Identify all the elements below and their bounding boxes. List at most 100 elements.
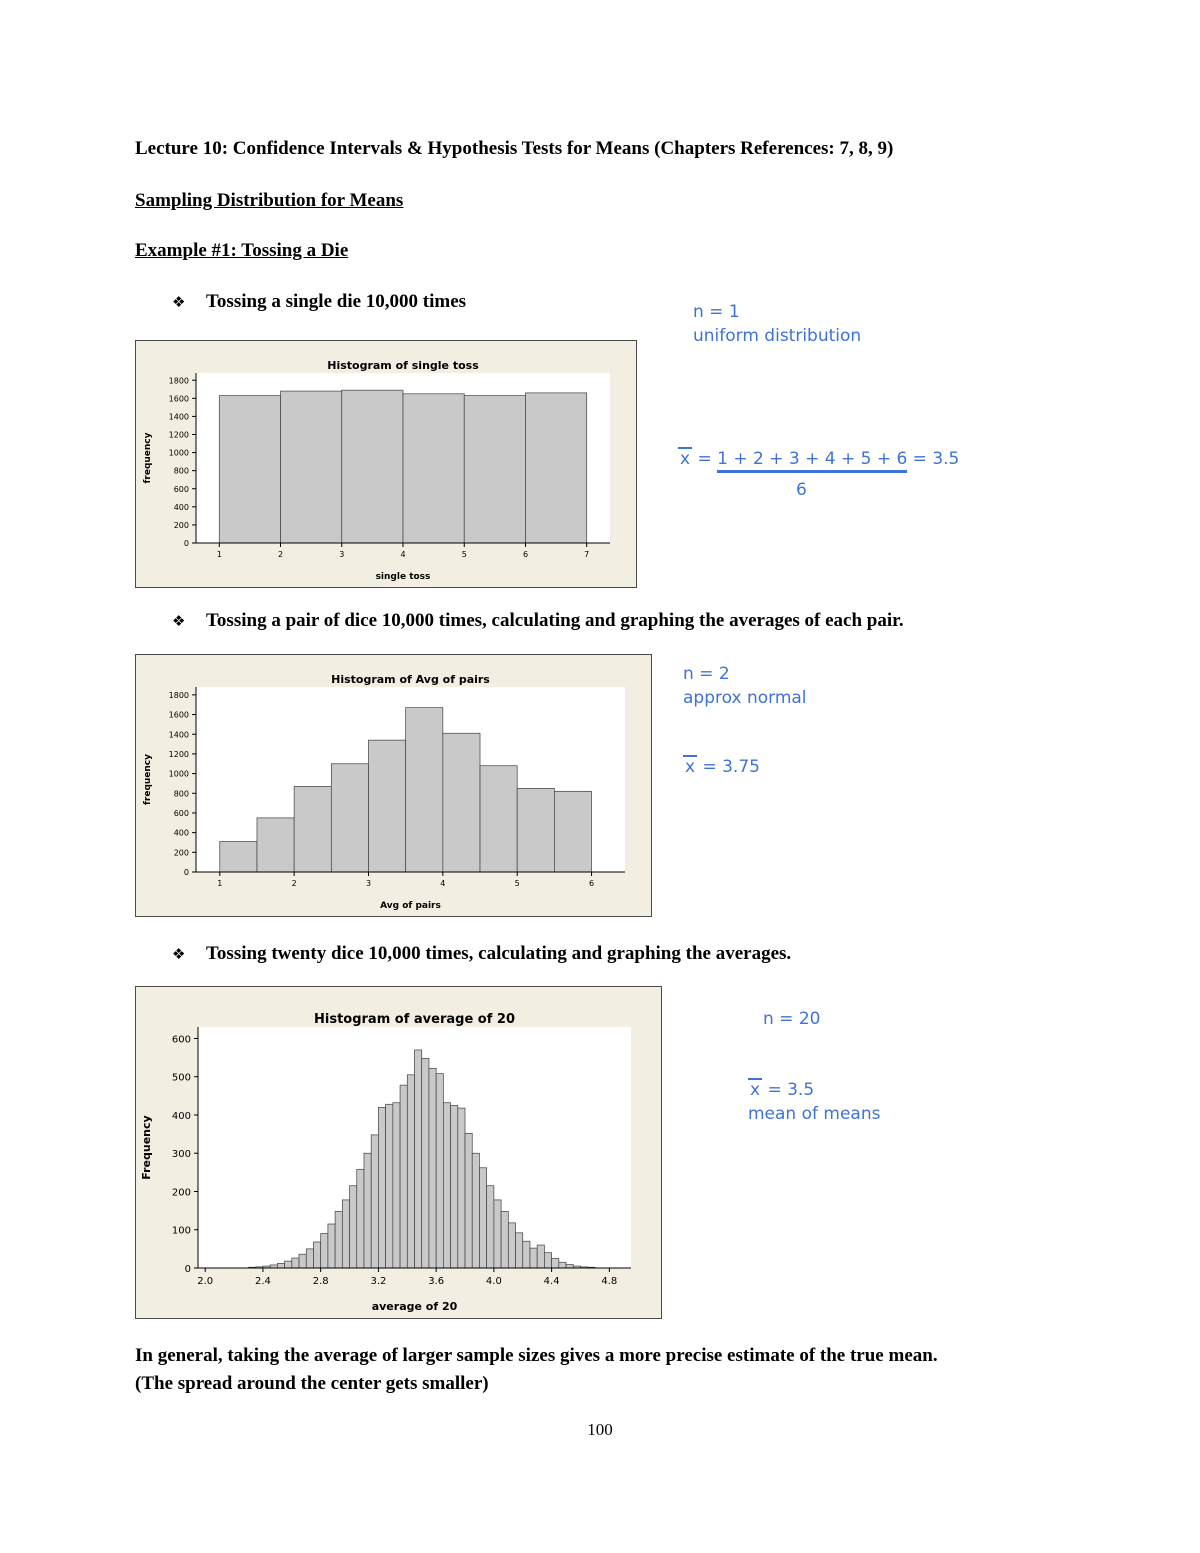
svg-text:3.6: 3.6 [428,1276,444,1287]
closing-paragraph-line2: (The spread around the center gets small… [135,1373,489,1394]
svg-text:2: 2 [292,879,297,888]
svg-text:300: 300 [172,1149,191,1160]
svg-text:Histogram of Avg of pairs: Histogram of Avg of pairs [331,673,490,686]
svg-text:Histogram of single toss: Histogram of single toss [327,359,479,372]
xbar-formula-n1-numerator: x = 1 + 2 + 3 + 4 + 5 + 6 = 3.5 [678,447,960,473]
svg-text:2.8: 2.8 [313,1276,329,1287]
bullet-single-die-text: Tossing a single die 10,000 times [206,291,467,312]
diamond-bullet-icon: ❖ [172,293,186,311]
svg-text:1800: 1800 [169,376,189,385]
svg-text:1600: 1600 [169,711,189,720]
svg-text:400: 400 [172,1111,191,1122]
annotation-xbar-formula-n1: x = 1 + 2 + 3 + 4 + 5 + 6 = 3.5 6 [678,447,959,502]
annotation-n1-line2: uniform distribution [693,326,862,346]
lecture-title: Lecture 10: Confidence Intervals & Hypot… [135,138,894,159]
annotation-n2-line2: approx normal [683,688,807,708]
svg-text:200: 200 [174,848,189,857]
svg-text:4: 4 [400,550,405,559]
xbar-symbol: x [748,1078,763,1100]
svg-text:4: 4 [440,879,445,888]
svg-text:4.8: 4.8 [601,1276,617,1287]
xbar-n2-value: x = 3.75 [683,755,760,779]
svg-text:800: 800 [174,789,189,798]
xbar-symbol: x [683,755,698,777]
svg-text:4.0: 4.0 [486,1276,502,1287]
svg-text:1000: 1000 [169,449,189,458]
svg-text:frequency: frequency [143,432,153,483]
svg-text:1800: 1800 [169,691,189,700]
svg-text:0: 0 [185,1264,191,1275]
svg-text:200: 200 [174,521,189,530]
section-heading-sampling-distribution: Sampling Distribution for Means [135,190,404,211]
histogram-single-toss: 0 200 400 600 800 1000 1200 1400 1600 1800 1 2 3 4 5 6 7… [135,340,637,588]
svg-text:7: 7 [584,550,589,559]
bullet-single-die: ❖ Tossing a single die 10,000 times [172,291,466,313]
svg-text:1400: 1400 [169,412,189,421]
annotation-n2-line1: n = 2 [683,664,730,684]
histogram-average-of-20: 0 100 200 300 400 500 600 2.0 2.4 2.8 3.2 3.6 4.0 4.4… [135,986,662,1319]
svg-text:3.2: 3.2 [370,1276,386,1287]
svg-text:3: 3 [339,550,344,559]
sum-underlined: 1 + 2 + 3 + 4 + 5 + 6 [717,449,908,473]
svg-text:1: 1 [217,879,222,888]
closing-paragraph-line1: In general, taking the average of larger… [135,1345,938,1366]
svg-text:1: 1 [217,550,222,559]
xbar-symbol: x [678,447,693,469]
page-number: 100 [587,1420,613,1439]
svg-text:1200: 1200 [169,431,189,440]
svg-text:600: 600 [172,1034,191,1045]
svg-text:4.4: 4.4 [544,1276,560,1287]
equals-sign: = [692,449,718,469]
svg-text:0: 0 [184,539,189,548]
svg-text:6: 6 [589,879,594,888]
annotation-mean-of-means: mean of means [748,1104,881,1124]
svg-text:Histogram of average of 20: Histogram of average of 20 [314,1012,515,1027]
svg-text:200: 200 [172,1187,191,1198]
svg-text:400: 400 [174,829,189,838]
svg-text:600: 600 [174,809,189,818]
annotation-xbar-n2: x = 3.75 [683,755,760,779]
svg-text:Avg of pairs: Avg of pairs [380,901,441,911]
diamond-bullet-icon: ❖ [172,945,186,963]
svg-text:500: 500 [172,1073,191,1084]
svg-text:2: 2 [278,550,283,559]
svg-text:1400: 1400 [169,730,189,739]
histogram-avg-of-pairs-canvas: 0 200 400 600 800 1000 1200 1400 1600 1800 1 2 3 4 5 6 H… [143,673,625,911]
svg-text:400: 400 [174,503,189,512]
svg-text:100: 100 [172,1226,191,1237]
svg-text:2.4: 2.4 [255,1276,271,1287]
bullet-pair-of-dice-text: Tossing a pair of dice 10,000 times, cal… [206,610,904,631]
bullet-twenty-dice-text: Tossing twenty dice 10,000 times, calcul… [206,943,792,964]
annotation-xbar-n20: x = 3.5 mean of means [748,1078,880,1126]
svg-text:0: 0 [184,868,189,877]
xbar-n2-rest: = 3.75 [697,757,760,777]
section-heading-example1: Example #1: Tossing a Die [135,240,349,261]
svg-text:800: 800 [174,467,189,476]
histogram-single-toss-canvas: 0 200 400 600 800 1000 1200 1400 1600 1800 1 2 3 4 5 6 7… [143,359,610,582]
svg-text:Frequency: Frequency [140,1115,153,1179]
annotation-n2: n = 2 approx normal [683,662,807,710]
annotation-n1: n = 1 uniform distribution [693,300,861,348]
histogram-avg-of-pairs: 0 200 400 600 800 1000 1200 1400 1600 1800 1 2 3 4 5 6 H… [135,654,652,917]
svg-text:average of 20: average of 20 [372,1300,458,1313]
svg-text:1200: 1200 [169,750,189,759]
annotation-n1-line1: n = 1 [693,302,740,322]
svg-text:6: 6 [523,550,528,559]
closing-paragraph: In general, taking the average of larger… [135,1342,938,1398]
formula-result: = 3.5 [907,449,960,469]
svg-text:1600: 1600 [169,394,189,403]
svg-text:frequency: frequency [143,754,153,805]
diamond-bullet-icon: ❖ [172,612,186,630]
svg-text:2.0: 2.0 [197,1276,213,1287]
xbar-n20-value: x = 3.5 [748,1078,880,1102]
annotation-n20-line1: n = 20 [763,1009,821,1029]
xbar-n20-rest: = 3.5 [762,1080,815,1100]
svg-text:single toss: single toss [376,572,431,582]
annotation-n20: n = 20 [763,1007,820,1031]
svg-text:1000: 1000 [169,770,189,779]
bullet-twenty-dice: ❖ Tossing twenty dice 10,000 times, calcu… [172,943,791,965]
xbar-formula-n1-denominator: 6 [796,480,807,500]
svg-text:5: 5 [515,879,520,888]
svg-text:3: 3 [366,879,371,888]
